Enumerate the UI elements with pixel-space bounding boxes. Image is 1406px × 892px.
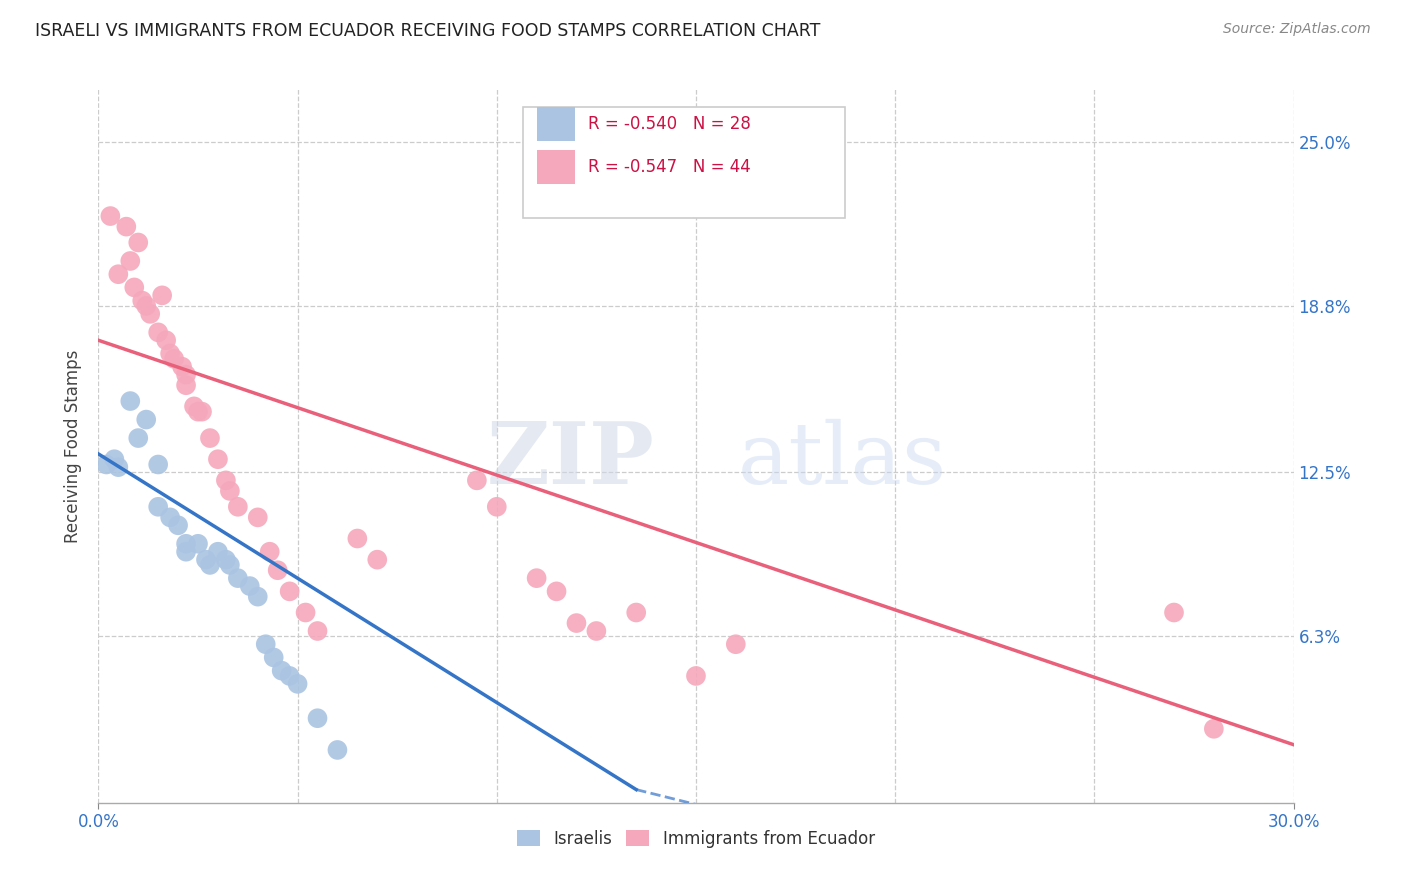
Point [526,571,548,585]
Point [546,584,568,599]
Point [167,518,190,533]
Point [148,326,170,340]
Point [148,500,170,514]
Point [124,280,146,294]
Point [159,510,181,524]
Point [294,606,316,620]
Point [307,624,329,638]
Point [131,293,153,308]
Text: ISRAELI VS IMMIGRANTS FROM ECUADOR RECEIVING FOOD STAMPS CORRELATION CHART: ISRAELI VS IMMIGRANTS FROM ECUADOR RECEI… [35,22,821,40]
Point [219,483,242,498]
Y-axis label: Receiving Food Stamps: Receiving Food Stamps [65,350,83,542]
Point [307,711,329,725]
Point [246,510,269,524]
Point [135,412,157,426]
Point [465,474,488,488]
Point [207,545,229,559]
Point [1202,722,1225,736]
Point [187,404,209,418]
Point [278,669,301,683]
Point [198,558,221,572]
Point [267,563,290,577]
Point [174,537,197,551]
Legend: Israelis, Immigrants from Ecuador: Israelis, Immigrants from Ecuador [517,830,875,848]
Point [174,368,197,382]
Point [139,307,162,321]
Point [195,552,218,566]
FancyBboxPatch shape [537,107,575,141]
Point [485,500,508,514]
Point [98,209,122,223]
Point [127,235,149,250]
Text: atlas: atlas [738,418,946,502]
Point [215,474,238,488]
Point [239,579,262,593]
Text: R = -0.540   N = 28: R = -0.540 N = 28 [589,115,751,133]
Point [159,346,181,360]
Point [226,571,249,585]
Point [685,669,707,683]
FancyBboxPatch shape [523,107,845,218]
Point [246,590,269,604]
Point [254,637,277,651]
Point [135,299,157,313]
Text: R = -0.547   N = 44: R = -0.547 N = 44 [589,158,751,176]
Point [259,545,281,559]
Point [155,333,177,347]
Point [191,404,214,418]
Point [107,267,129,281]
Point [120,394,142,409]
Point [103,452,125,467]
Point [585,624,607,638]
Point [187,537,209,551]
Text: ZIP: ZIP [486,418,654,502]
FancyBboxPatch shape [537,150,575,184]
Point [565,616,588,631]
Point [724,637,747,651]
Point [366,552,388,566]
Point [96,458,118,472]
Point [626,606,648,620]
Point [120,254,142,268]
Point [219,558,242,572]
Point [215,552,238,566]
Point [287,677,309,691]
Point [207,452,229,467]
Point [127,431,149,445]
Point [174,378,197,392]
Point [107,460,129,475]
Point [226,500,249,514]
Point [263,650,285,665]
Point [1163,606,1185,620]
Point [183,400,205,414]
Point [326,743,349,757]
Point [198,431,221,445]
Point [115,219,138,234]
Point [346,532,368,546]
Point [163,351,186,366]
Point [278,584,301,599]
Point [172,359,194,374]
Point [270,664,292,678]
Point [148,458,170,472]
Point [174,545,197,559]
Point [150,288,173,302]
Text: Source: ZipAtlas.com: Source: ZipAtlas.com [1223,22,1371,37]
